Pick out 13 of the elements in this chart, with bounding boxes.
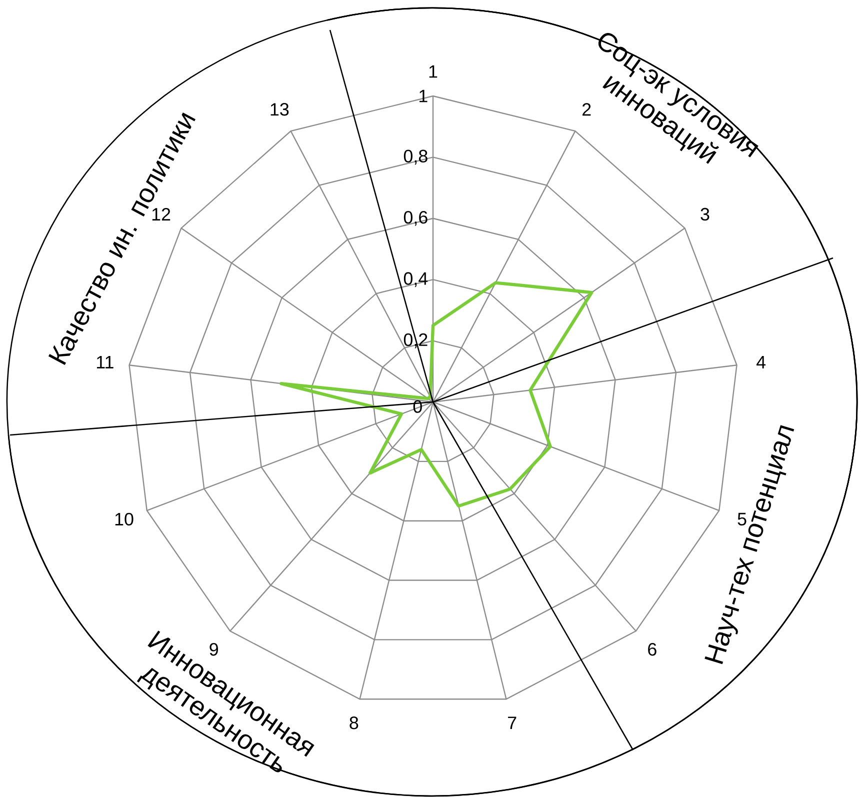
y-tick-label: 1 [420, 90, 428, 102]
spoke-label: 7 [508, 716, 516, 730]
spoke-label: 3 [700, 208, 710, 221]
spoke-label: 6 [648, 643, 656, 656]
spoke-label: 1 [429, 65, 438, 78]
spoke-label: 10 [115, 512, 134, 526]
y-tick-label: 0,8 [404, 150, 428, 165]
spoke-label: 4 [756, 356, 766, 368]
y-tick-label: 0,4 [404, 272, 428, 288]
y-tick-label: 0,6 [404, 210, 428, 226]
spoke-label: 8 [350, 716, 358, 730]
spoke-label: 2 [582, 103, 591, 116]
spoke-label: 13 [270, 103, 289, 116]
